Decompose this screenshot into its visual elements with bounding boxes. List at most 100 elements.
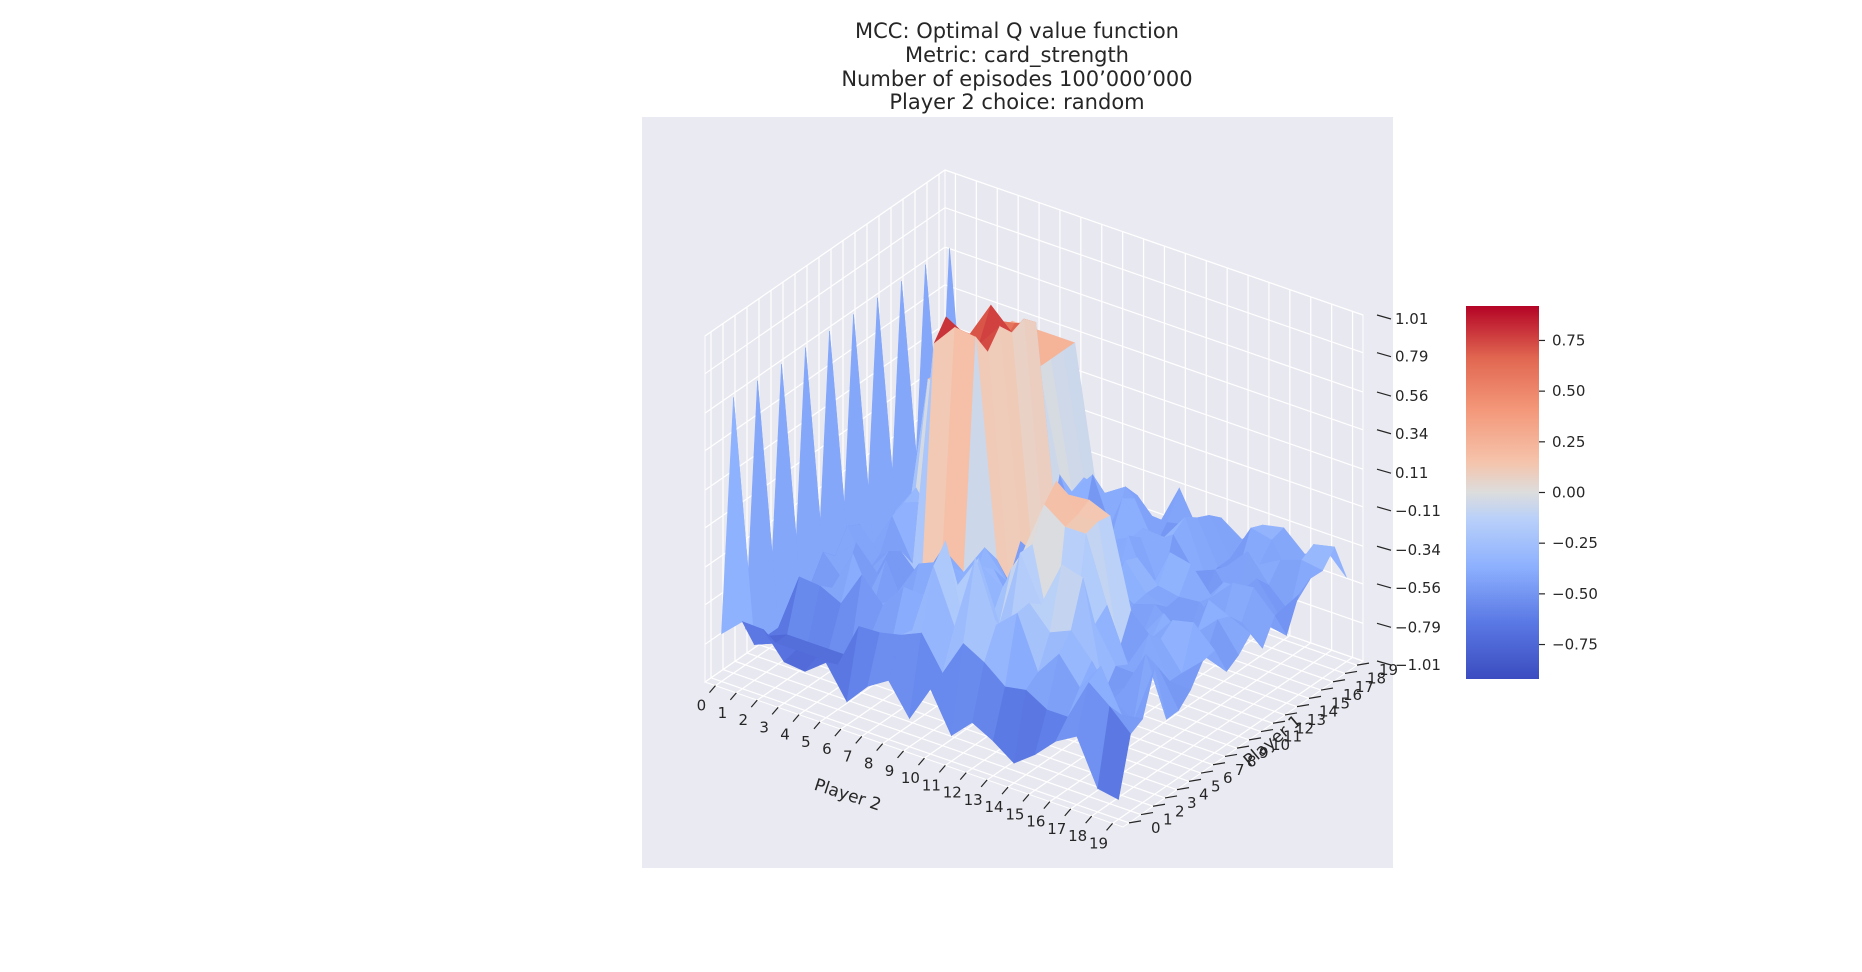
x-tick-mark bbox=[917, 757, 925, 766]
z-tick-mark bbox=[1376, 583, 1392, 589]
x-tick-mark bbox=[792, 714, 800, 723]
y-tick-label: 14 bbox=[1319, 703, 1338, 721]
x-tick-mark bbox=[1085, 815, 1093, 824]
left-gridline-z bbox=[704, 169, 946, 337]
x-tick-label: 6 bbox=[822, 740, 832, 758]
y-tick-mark bbox=[1224, 753, 1238, 758]
y-tick-mark bbox=[1152, 803, 1166, 807]
z-tick-mark bbox=[1376, 545, 1392, 551]
x-tick-mark bbox=[897, 750, 905, 759]
x-tick-label: 5 bbox=[801, 733, 811, 751]
title-line-4: Player 2 choice: random bbox=[889, 90, 1144, 114]
title-line-3: Number of episodes 100’000’000 bbox=[841, 67, 1192, 91]
chart-title: MCC: Optimal Q value function Metric: ca… bbox=[841, 19, 1192, 114]
left-gridline-z bbox=[704, 246, 946, 414]
colorbar: 0.75 0.50 0.25 0.00 −0.25 −0.50 −0.75 bbox=[1466, 306, 1598, 679]
y-tick-mark bbox=[1200, 770, 1214, 774]
x-tick-label: 13 bbox=[964, 791, 983, 809]
y-tick-label: 17 bbox=[1355, 678, 1374, 696]
y-tick-mark bbox=[1248, 737, 1262, 741]
left-gridline-z bbox=[704, 284, 946, 452]
y-tick-mark bbox=[1164, 795, 1178, 799]
z-tick-mark bbox=[1376, 468, 1392, 474]
y-tick-mark bbox=[1308, 695, 1322, 699]
title-line-1: MCC: Optimal Q value function bbox=[855, 19, 1179, 43]
y-tick-label: 9 bbox=[1259, 744, 1269, 762]
title-line-2: Metric: card_strength bbox=[905, 43, 1129, 68]
y-tick-label: 5 bbox=[1211, 777, 1221, 795]
z-tick-label: 0.79 bbox=[1395, 348, 1428, 366]
x-tick-mark bbox=[1043, 801, 1051, 810]
colorbar-tick-label: 0.50 bbox=[1552, 382, 1585, 400]
y-tick-mark bbox=[1188, 778, 1202, 782]
y-tick-label: 7 bbox=[1235, 761, 1245, 779]
floor-gridline-x bbox=[1112, 656, 1353, 824]
y-tick-label: 0 bbox=[1151, 819, 1161, 837]
x-tick-mark bbox=[729, 692, 737, 701]
x-tick-label: 9 bbox=[885, 762, 895, 780]
y-tick-mark bbox=[1320, 687, 1334, 691]
z-tick-label: 0.56 bbox=[1395, 387, 1428, 405]
z-tick-label: −0.11 bbox=[1395, 502, 1441, 520]
y-tick-label: 11 bbox=[1283, 728, 1302, 746]
y-tick-label: 12 bbox=[1295, 719, 1314, 737]
back-gridline-z bbox=[944, 246, 1364, 393]
x-tick-label: 1 bbox=[718, 704, 728, 722]
y-tick-mark bbox=[1260, 728, 1274, 733]
y-tick-mark bbox=[1236, 745, 1250, 749]
x-tick-mark bbox=[1022, 793, 1030, 802]
x-tick-label: 2 bbox=[738, 711, 748, 729]
x-tick-mark bbox=[1064, 808, 1072, 817]
x-tick-mark bbox=[813, 721, 821, 730]
y-tick-label: 8 bbox=[1247, 752, 1257, 770]
x-tick-label: 15 bbox=[1005, 805, 1024, 823]
colorbar-gradient bbox=[1466, 306, 1539, 679]
x-tick-label: 11 bbox=[922, 776, 941, 794]
y-tick-label: 15 bbox=[1331, 694, 1350, 712]
z-tick-label: −0.79 bbox=[1395, 618, 1441, 636]
x-tick-label: 12 bbox=[943, 784, 962, 802]
z-tick-mark bbox=[1376, 506, 1392, 512]
z-tick-mark bbox=[1376, 622, 1392, 628]
floor-gridline-y bbox=[722, 668, 1142, 816]
x-tick-mark bbox=[771, 706, 779, 715]
z-tick-mark bbox=[1376, 660, 1392, 666]
z-tick-mark bbox=[1376, 352, 1392, 358]
x-tick-mark bbox=[855, 735, 863, 744]
x-tick-label: 18 bbox=[1068, 827, 1087, 845]
x-tick-label: 0 bbox=[697, 697, 707, 715]
z-axis-ticks: −1.01 −0.79 −0.56 −0.34 −0.11 0.11 0.34 0.56 0.7… bbox=[1376, 310, 1441, 674]
colorbar-tick-label: 0.75 bbox=[1552, 331, 1585, 349]
back-gridline-z bbox=[944, 169, 1364, 316]
z-tick-label: 1.01 bbox=[1395, 310, 1428, 328]
colorbar-tick-label: 0.25 bbox=[1552, 433, 1585, 451]
surface-facet bbox=[1097, 705, 1131, 800]
y-tick-label: 4 bbox=[1199, 786, 1209, 804]
x-tick-label: 4 bbox=[780, 726, 790, 744]
floor-gridline-y bbox=[710, 677, 1130, 824]
x-tick-label: 7 bbox=[843, 747, 853, 765]
y-tick-label: 19 bbox=[1379, 661, 1398, 679]
floor-gridline-x bbox=[1049, 635, 1291, 803]
surface-plot bbox=[721, 247, 1347, 800]
y-tick-mark bbox=[1176, 787, 1190, 791]
y-tick-label: 13 bbox=[1307, 711, 1326, 729]
x-tick-label: 8 bbox=[864, 755, 874, 773]
x-axis-ticks: 0 1 2 3 4 5 6 7 8 9 10 11 12 13 14 15 16 17 18 19 bbox=[697, 685, 1114, 852]
y-tick-mark bbox=[1284, 712, 1298, 716]
y-tick-mark bbox=[1296, 704, 1310, 708]
y-tick-label: 2 bbox=[1175, 802, 1185, 820]
x-tick-mark bbox=[938, 764, 946, 773]
x-tick-mark bbox=[959, 772, 967, 781]
y-tick-mark bbox=[1212, 762, 1226, 766]
x-tick-label: 17 bbox=[1047, 820, 1066, 838]
y-tick-label: 18 bbox=[1367, 669, 1386, 687]
z-tick-mark bbox=[1376, 429, 1392, 435]
x-tick-mark bbox=[750, 699, 758, 708]
y-tick-mark bbox=[1344, 670, 1358, 675]
y-tick-mark bbox=[1332, 679, 1346, 683]
colorbar-tick-label: −0.75 bbox=[1552, 636, 1598, 654]
x-tick-mark bbox=[834, 728, 842, 737]
colorbar-tick-label: 0.00 bbox=[1552, 484, 1585, 502]
